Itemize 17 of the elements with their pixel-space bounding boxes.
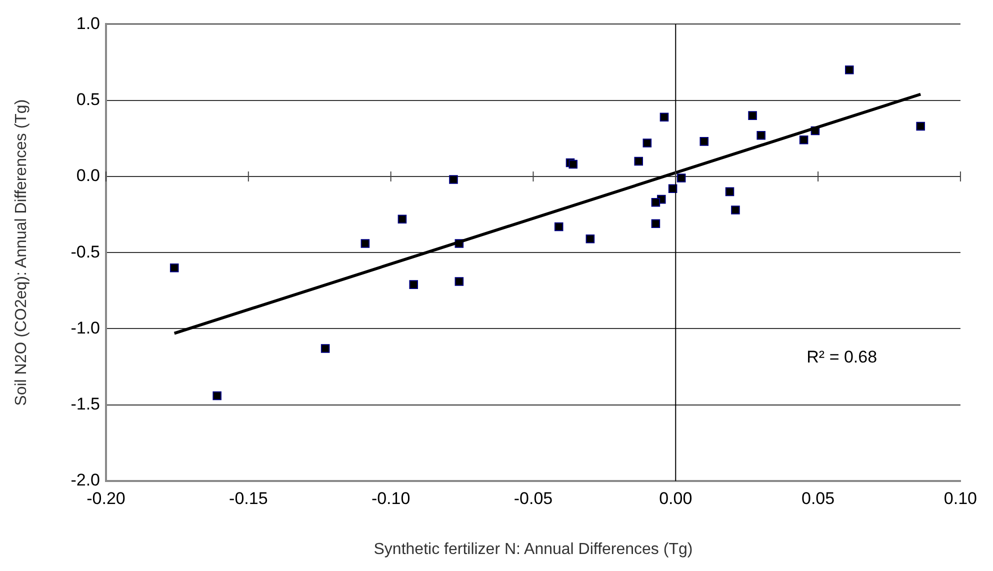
annotation: R² = 0.68 bbox=[806, 347, 878, 366]
x-tick-label: -0.10 bbox=[371, 488, 410, 508]
x-axis-title: Synthetic fertilizer N: Annual Differences (Tg) bbox=[374, 540, 693, 558]
y-tick-label: -1.5 bbox=[70, 394, 100, 414]
y-tick-label: 1.0 bbox=[76, 14, 100, 33]
y-tick-label: 0.0 bbox=[76, 166, 100, 186]
x-tick-label: 0.05 bbox=[802, 488, 835, 508]
y-tick-label: 0.5 bbox=[76, 90, 100, 110]
x-tick-label: 0.10 bbox=[944, 488, 978, 508]
y-tick-label: -2.0 bbox=[70, 470, 100, 490]
y-tick-label: -1.0 bbox=[70, 318, 100, 338]
x-tick-label: -0.15 bbox=[229, 488, 268, 508]
x-tick-label: 0.00 bbox=[659, 488, 692, 508]
y-axis-title: Soil N2O (CO2eq): Annual Differences (Tg) bbox=[13, 99, 30, 406]
x-tick-label: -0.05 bbox=[514, 488, 553, 508]
y-tick-label: -0.5 bbox=[70, 242, 100, 262]
x-tick-label: -0.20 bbox=[86, 488, 126, 508]
